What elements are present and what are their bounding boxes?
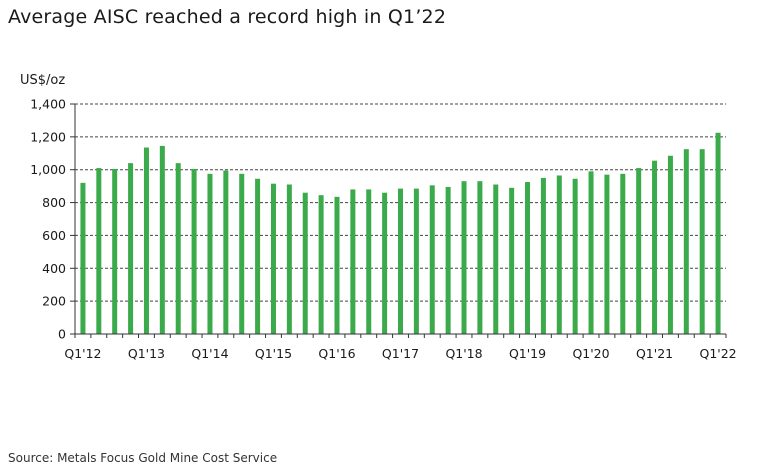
bar xyxy=(96,168,102,334)
bar xyxy=(429,185,435,334)
bar xyxy=(318,195,324,334)
x-tick-label: Q1'19 xyxy=(509,346,546,361)
bar xyxy=(493,184,499,334)
bar xyxy=(350,189,356,334)
bar xyxy=(652,160,658,334)
x-tick-label: Q1'22 xyxy=(699,346,736,361)
bar xyxy=(366,189,372,334)
bar xyxy=(207,173,213,334)
bar xyxy=(191,168,197,334)
bar xyxy=(302,192,308,334)
x-tick-label: Q1'15 xyxy=(255,346,292,361)
bar xyxy=(159,145,165,334)
x-tick-label: Q1'12 xyxy=(64,346,101,361)
bars xyxy=(80,132,721,334)
bar xyxy=(270,183,276,334)
bar xyxy=(525,182,531,334)
source-note: Source: Metals Focus Gold Mine Cost Serv… xyxy=(8,451,278,465)
bar xyxy=(540,177,546,334)
bar xyxy=(588,171,594,334)
bar xyxy=(128,163,134,334)
bar xyxy=(398,188,403,334)
bar xyxy=(382,192,388,334)
bar xyxy=(477,181,483,334)
bar xyxy=(80,182,86,334)
y-tick-label: 200 xyxy=(42,294,66,309)
bar xyxy=(620,173,626,334)
x-tick-label: Q1'17 xyxy=(382,346,419,361)
y-tick-label: 1,000 xyxy=(30,162,66,177)
bar xyxy=(556,175,562,334)
bar xyxy=(175,163,181,334)
bar xyxy=(112,168,118,334)
bar xyxy=(413,188,419,334)
bar xyxy=(239,173,245,334)
x-tick-label: Q1'13 xyxy=(128,346,165,361)
y-tick-label: 0 xyxy=(58,327,66,342)
bar xyxy=(223,170,229,334)
chart-title: Average AISC reached a record high in Q1… xyxy=(8,6,447,28)
bar xyxy=(509,187,515,334)
bar xyxy=(255,178,261,334)
x-tick-label: Q1'20 xyxy=(572,346,609,361)
tick-labels: 0 200 400 600 800 1,000 1,200 1,400 Q1'12 Q1'13 Q1… xyxy=(30,97,736,362)
y-tick-label: 800 xyxy=(42,195,66,210)
y-axis-unit-label: US$/oz xyxy=(20,73,66,88)
bar xyxy=(667,155,673,334)
y-tick-label: 600 xyxy=(42,228,66,243)
bar xyxy=(715,132,721,334)
y-tick-label: 1,200 xyxy=(30,129,66,144)
bar xyxy=(286,184,292,334)
x-tick-label: Q1'18 xyxy=(445,346,482,361)
x-tick-label: Q1'16 xyxy=(318,346,355,361)
bar xyxy=(445,186,451,334)
x-tick-label: Q1'14 xyxy=(191,346,228,361)
bar xyxy=(143,147,149,334)
bar xyxy=(683,149,689,334)
bar xyxy=(604,174,610,334)
bar xyxy=(334,196,340,334)
bar xyxy=(636,168,642,334)
y-tick-label: 400 xyxy=(42,261,66,276)
x-tick-label: Q1'21 xyxy=(636,346,673,361)
bar xyxy=(699,149,705,334)
bar xyxy=(572,178,578,334)
axes xyxy=(70,103,727,338)
bar xyxy=(461,181,467,334)
y-tick-label: 1,400 xyxy=(30,97,66,112)
